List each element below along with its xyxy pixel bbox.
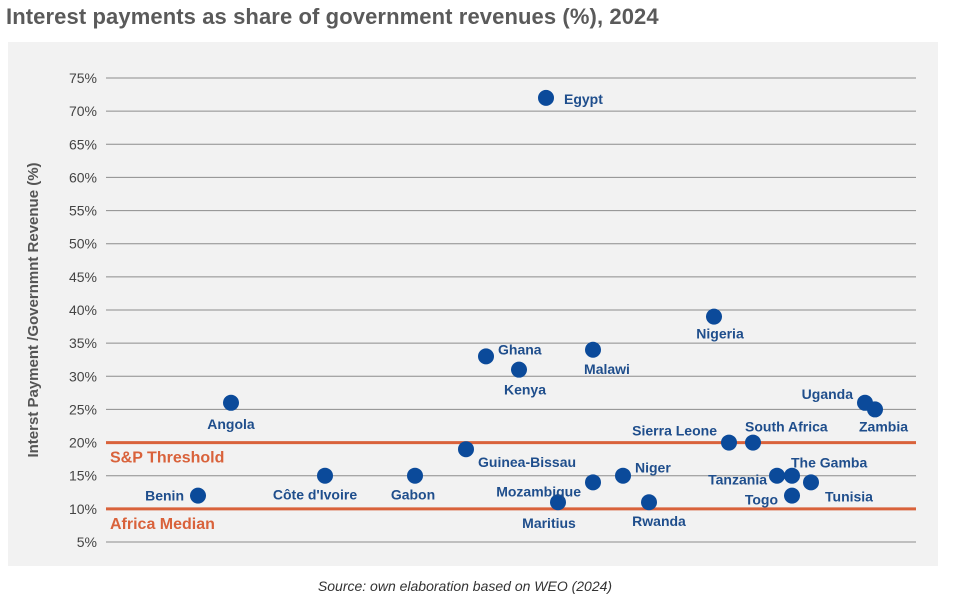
data-label: South Africa	[745, 419, 828, 435]
data-label: Zambia	[859, 418, 908, 434]
data-label: Gabon	[391, 487, 435, 503]
data-label: The Gamba	[791, 455, 867, 471]
data-point	[706, 308, 722, 325]
data-point	[803, 474, 819, 491]
data-label: Tanzania	[708, 472, 767, 488]
reference-line-label: S&P Threshold	[110, 450, 224, 467]
y-tick-label: 25%	[69, 401, 97, 417]
data-point	[769, 467, 785, 484]
data-point	[641, 494, 657, 511]
data-point	[478, 348, 494, 365]
y-tick-label: 40%	[69, 302, 97, 318]
y-axis-ticks: 5% 10% 15% 20% 25% 30% 35% 40% 45% 50% 55% 60% 65% 70…	[69, 70, 97, 550]
gridlines	[106, 77, 916, 543]
data-label: Rwanda	[632, 513, 686, 529]
data-label: Tunisia	[825, 488, 873, 504]
y-tick-label: 30%	[69, 368, 97, 384]
y-tick-label: 20%	[69, 435, 97, 451]
y-tick-label: 15%	[69, 468, 97, 484]
y-tick-label: 75%	[69, 70, 97, 86]
data-point	[317, 467, 333, 484]
data-label: Uganda	[802, 386, 854, 402]
data-label: Togo	[745, 492, 778, 508]
data-point	[458, 441, 474, 458]
y-tick-label: 55%	[69, 203, 97, 219]
data-point	[223, 394, 239, 411]
data-label: Kenya	[504, 382, 546, 398]
data-label: Ghana	[498, 341, 542, 357]
data-point	[538, 89, 554, 106]
y-tick-label: 65%	[69, 136, 97, 152]
data-label: Guinea-Bissau	[478, 454, 576, 470]
data-label: Egypt	[564, 91, 603, 107]
data-point	[407, 467, 423, 484]
data-point	[745, 434, 761, 451]
chart-title: Interest payments as share of government…	[6, 4, 659, 29]
reference-line-label: Africa Median	[110, 516, 215, 533]
data-labels: Benin Angola Côte d'Ivoire Gabon Guinea-Biss…	[145, 91, 908, 531]
data-label: Mozambique	[496, 483, 581, 499]
data-point	[867, 401, 883, 418]
data-point	[190, 487, 206, 504]
y-tick-label: 5%	[77, 534, 97, 550]
y-tick-label: 10%	[69, 501, 97, 517]
data-point	[585, 474, 601, 491]
y-tick-label: 35%	[69, 335, 97, 351]
data-label: Malawi	[584, 361, 630, 377]
data-label: Angola	[207, 416, 255, 432]
source-note: Source: own elaboration based on WEO (20…	[317, 578, 613, 594]
data-label: Benin	[145, 488, 184, 504]
data-point	[511, 361, 527, 378]
reference-lines: S&P Threshold Africa Median	[106, 441, 916, 533]
data-point	[784, 467, 800, 484]
y-axis-label: Interst Payment /Governmnt Revenue (%)	[25, 162, 42, 457]
data-point	[585, 341, 601, 358]
data-point	[550, 494, 566, 511]
scatter-chart: S&P Threshold Africa Median 5% 10% 15% 20% 25…	[25, 70, 916, 550]
plot-panel: S&P Threshold Africa Median 5% 10% 15% 20% 25…	[8, 42, 938, 566]
y-tick-label: 45%	[69, 269, 97, 285]
data-label: Maritius	[522, 515, 576, 531]
y-tick-label: 70%	[69, 103, 97, 119]
data-point	[615, 467, 631, 484]
y-tick-label: 50%	[69, 236, 97, 252]
data-label: Niger	[635, 460, 671, 476]
data-label: Nigeria	[696, 326, 744, 342]
data-points	[190, 89, 883, 511]
data-point	[784, 487, 800, 504]
data-point	[721, 434, 737, 451]
data-label: Sierra Leone	[632, 423, 717, 439]
data-label: Côte d'Ivoire	[273, 487, 357, 503]
y-tick-label: 60%	[69, 169, 97, 185]
